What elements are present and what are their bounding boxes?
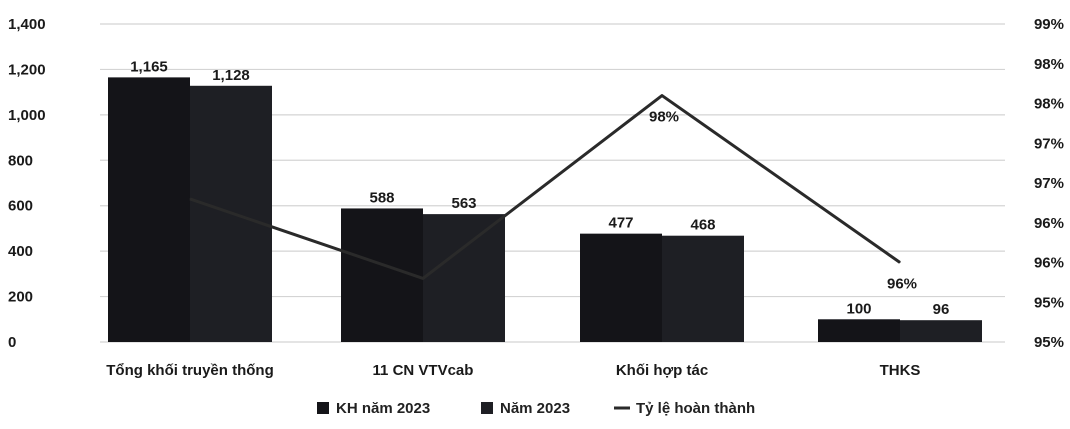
category-axis: Tổng khối truyền thống 11 CN VTVcab Khối h… bbox=[106, 362, 920, 379]
line-point bbox=[661, 95, 663, 97]
y-right-tick-label: 95% bbox=[1034, 294, 1064, 311]
legend-label-plan: KH năm 2023 bbox=[336, 400, 430, 417]
bar-actual bbox=[662, 235, 744, 342]
bar-data-labels: 1,165 1,128 588 563 477 468 100 96 bbox=[130, 58, 949, 318]
category-label: Tổng khối truyền thống bbox=[106, 362, 273, 379]
bar-actual bbox=[900, 320, 982, 342]
y-left-tick-label: 600 bbox=[8, 198, 33, 215]
line-data-label: 98% bbox=[649, 109, 679, 126]
bar-plan bbox=[580, 233, 662, 342]
y-right-tick-label: 98% bbox=[1034, 96, 1064, 113]
legend-label-line: Tỷ lệ hoàn thành bbox=[636, 400, 755, 417]
legend: KH năm 2023 Năm 2023 Tỷ lệ hoàn thành bbox=[317, 400, 755, 417]
bar-data-label: 468 bbox=[690, 217, 715, 234]
y-left-tick-label: 800 bbox=[8, 152, 33, 169]
y-right-tick-label: 97% bbox=[1034, 175, 1064, 192]
y-left-tick-label: 1,000 bbox=[8, 107, 46, 124]
category-label: THKS bbox=[880, 362, 921, 379]
bar-data-label: 1,128 bbox=[212, 67, 250, 84]
y-left-tick-label: 400 bbox=[8, 243, 33, 260]
bar-data-label: 563 bbox=[451, 195, 476, 212]
legend-swatch-plan bbox=[317, 402, 329, 414]
y-left-tick-label: 1,400 bbox=[8, 16, 46, 33]
y-left-tick-label: 1,200 bbox=[8, 61, 46, 78]
line-data-label: 96% bbox=[887, 276, 917, 293]
legend-swatch-actual bbox=[481, 402, 493, 414]
y-right-tick-label: 96% bbox=[1034, 215, 1064, 232]
y-axis-left: 0 200 400 600 800 1,000 1,200 1,400 bbox=[8, 16, 46, 351]
y-right-tick-label: 98% bbox=[1034, 56, 1064, 73]
completion-rate-line bbox=[189, 94, 901, 280]
y-left-tick-label: 0 bbox=[8, 334, 16, 351]
bar-data-label: 1,165 bbox=[130, 58, 168, 75]
y-right-tick-label: 95% bbox=[1034, 334, 1064, 351]
y-axis-right: 95% 95% 96% 96% 97% 97% 98% 98% 99% bbox=[1034, 16, 1064, 351]
y-right-tick-label: 97% bbox=[1034, 135, 1064, 152]
legend-label-actual: Năm 2023 bbox=[500, 400, 570, 417]
bar-plan bbox=[818, 319, 900, 342]
bar-plan bbox=[108, 77, 190, 342]
y-left-tick-label: 200 bbox=[8, 289, 33, 306]
line-point bbox=[189, 198, 191, 200]
y-right-tick-label: 96% bbox=[1034, 255, 1064, 272]
bar-data-label: 477 bbox=[608, 215, 633, 232]
y-right-tick-label: 99% bbox=[1034, 16, 1064, 33]
category-label: Khối hợp tác bbox=[616, 362, 708, 379]
bar-data-label: 588 bbox=[369, 189, 394, 206]
bar-actual bbox=[423, 214, 505, 342]
bar-data-label: 96 bbox=[933, 301, 950, 318]
line-data-labels: 98% 96% bbox=[649, 109, 917, 293]
line-path bbox=[189, 94, 901, 280]
line-point bbox=[422, 277, 424, 279]
line-point bbox=[899, 262, 901, 263]
category-label: 11 CN VTVcab bbox=[373, 362, 474, 379]
bar-data-label: 100 bbox=[846, 300, 871, 317]
